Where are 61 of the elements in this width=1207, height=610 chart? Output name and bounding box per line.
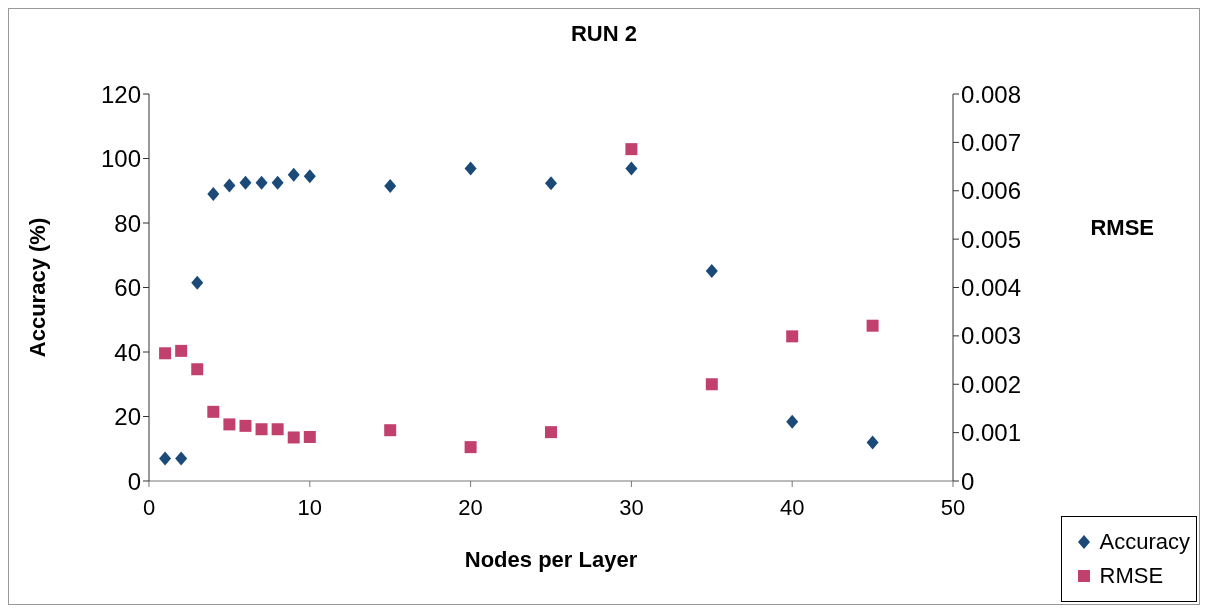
y-tick-label: 40	[114, 338, 141, 366]
y2-tick-label: 0	[961, 467, 975, 495]
point	[545, 176, 557, 191]
point	[625, 143, 638, 156]
point	[223, 418, 236, 431]
y-tick-label: 80	[114, 209, 141, 237]
point	[705, 378, 718, 391]
point	[545, 426, 557, 439]
point	[271, 423, 284, 436]
point	[271, 175, 284, 190]
point	[384, 178, 397, 193]
point	[303, 169, 316, 184]
y2-tick-label: 0.007	[961, 128, 1022, 156]
x-axis-title: Nodes per Layer	[464, 546, 638, 572]
y2-tick-label: 0.006	[961, 177, 1022, 205]
y2-tick-label: 0.005	[961, 225, 1022, 253]
point	[464, 161, 477, 176]
y-tick-label: 60	[114, 274, 141, 302]
y-tick-label: 100	[100, 145, 141, 173]
point	[303, 430, 316, 443]
point	[625, 161, 638, 176]
y2-tick-label: 0.001	[961, 419, 1022, 447]
y-tick-label: 0	[127, 467, 141, 495]
point	[705, 264, 718, 279]
x-tick-label: 30	[619, 494, 644, 520]
x-tick-label: 40	[779, 494, 805, 520]
point	[239, 419, 252, 432]
point	[464, 441, 477, 454]
x-tick-label: 10	[297, 494, 323, 520]
point	[866, 319, 879, 332]
y2-tick-label: 0.003	[961, 322, 1022, 350]
y2-tick-label: 0.004	[961, 274, 1022, 302]
point	[786, 414, 799, 429]
point	[255, 175, 268, 190]
y-tick-label: 120	[100, 80, 141, 108]
point	[786, 330, 799, 343]
point	[239, 175, 252, 190]
point	[255, 423, 268, 436]
point	[175, 344, 188, 357]
point	[159, 347, 172, 360]
legend-label: RMSE	[1099, 563, 1164, 589]
y-tick-label: 20	[114, 403, 141, 431]
point	[207, 186, 220, 201]
point	[159, 451, 172, 466]
point	[191, 275, 204, 290]
point	[223, 178, 236, 193]
point	[384, 424, 397, 437]
point	[191, 363, 204, 376]
y-axis-title: Accuracy (%)	[24, 217, 50, 358]
point	[207, 405, 220, 418]
point	[287, 431, 300, 444]
point	[175, 451, 188, 466]
x-tick-label: 50	[940, 494, 966, 520]
chart-title: RUN 2	[570, 21, 638, 47]
y2-tick-label: 0.008	[961, 80, 1022, 108]
legend-label: Accuracy	[1099, 529, 1190, 555]
y2-tick-label: 0.002	[961, 370, 1022, 398]
point	[866, 435, 879, 450]
point	[287, 167, 300, 182]
y2-axis-title: RMSE	[1090, 214, 1154, 240]
x-tick-label: 20	[458, 494, 483, 520]
